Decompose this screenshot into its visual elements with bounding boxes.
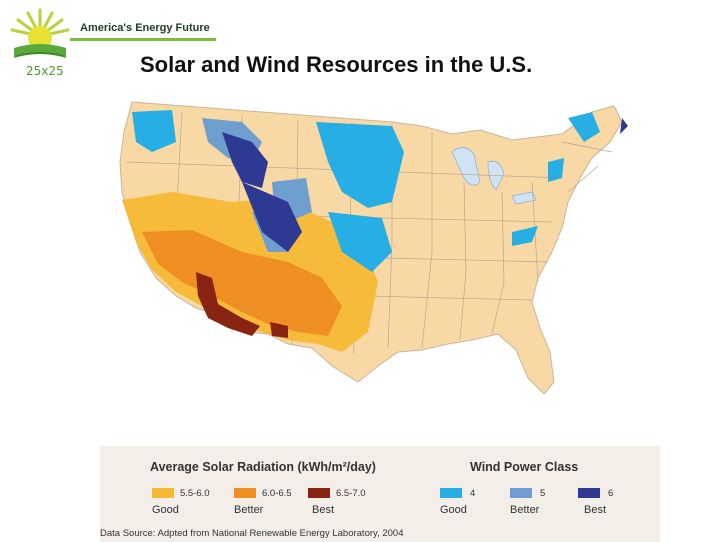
wind-swatch-class-6	[578, 488, 600, 498]
wind-swatch-class-5	[510, 488, 532, 498]
tagline-divider	[70, 38, 216, 41]
solar-swatch-good	[152, 488, 174, 498]
solar-swatch-best	[308, 488, 330, 498]
us-resource-map	[119, 101, 628, 395]
wind-legend-heading: Wind Power Class	[470, 460, 579, 474]
solar-range-best: 6.5-7.0	[336, 488, 366, 499]
solar-legend-heading: Average Solar Radiation (kWh/m²/day)	[150, 460, 376, 474]
solar-swatch-better	[234, 488, 256, 498]
solar-class-better: Better	[234, 504, 264, 516]
solar-class-best: Best	[312, 504, 335, 516]
sun-logo-icon	[10, 8, 70, 58]
wind-class-number-5: 5	[540, 488, 546, 499]
wind-class-label-5: Better	[510, 504, 540, 516]
wind-class-number-4: 4	[470, 488, 476, 499]
solar-zone-best	[196, 272, 288, 338]
25x25-logo	[6, 6, 86, 82]
map-legend: Average Solar Radiation (kWh/m²/day) Win…	[100, 446, 660, 542]
solar-class-good: Good	[152, 504, 179, 516]
wind-zone-class-4	[132, 110, 600, 272]
solar-range-good: 5.5-6.0	[180, 488, 210, 499]
wind-class-label-6: Best	[584, 504, 607, 516]
wind-class-label-4: Good	[440, 504, 467, 516]
page-title: Solar and Wind Resources in the U.S.	[140, 52, 533, 77]
solar-zone-better	[142, 230, 342, 336]
wind-swatch-class-4	[440, 488, 462, 498]
solar-range-better: 6.0-6.5	[262, 488, 292, 499]
logo-text: 25x25	[26, 64, 64, 78]
wind-class-number-6: 6	[608, 488, 614, 499]
tagline: America's Energy Future	[80, 22, 210, 34]
data-source-note: Data Source: Adpted from National Renewa…	[100, 528, 404, 539]
